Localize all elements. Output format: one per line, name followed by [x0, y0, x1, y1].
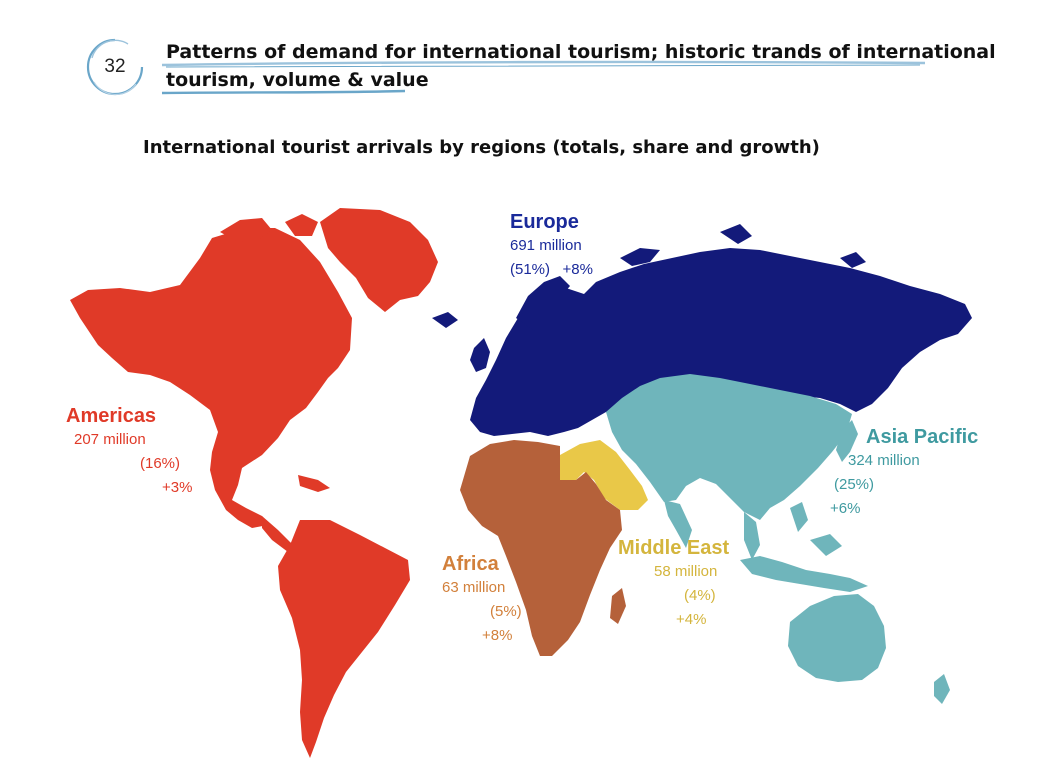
- region-americas: [70, 208, 438, 758]
- map-title: International tourist arrivals by region…: [143, 137, 820, 158]
- region-europe: [432, 224, 972, 436]
- americas-share: (16%): [140, 455, 181, 472]
- americas-name: Americas: [66, 405, 157, 427]
- asia-pacific-total: 324 million: [848, 452, 920, 469]
- page-number-badge: [86, 38, 144, 96]
- europe-share: (51%): [510, 261, 551, 278]
- asia-pacific-growth: +6%: [830, 500, 861, 517]
- region-asia-pacific: [606, 374, 950, 704]
- label-middle-east: Middle East 58 million (4%) +4%: [618, 537, 729, 632]
- europe-growth: +8%: [562, 261, 593, 278]
- europe-total: 691 million: [510, 237, 582, 254]
- africa-growth: +8%: [482, 627, 513, 644]
- americas-growth: +3%: [162, 479, 193, 496]
- middle-east-share: (4%): [684, 587, 716, 604]
- label-americas: Americas 207 million (16%) +3%: [66, 405, 192, 500]
- middle-east-name: Middle East: [618, 537, 730, 559]
- asia-pacific-share: (25%): [834, 476, 875, 493]
- label-asia-pacific: Asia Pacific 324 million (25%) +6%: [830, 426, 978, 521]
- africa-share: (5%): [490, 603, 522, 620]
- page-number: 32: [104, 56, 126, 77]
- page-title: Patterns of demand for international tou…: [166, 38, 996, 94]
- middle-east-growth: +4%: [676, 611, 707, 628]
- page-title-line-2: tourism, volume & value: [166, 69, 429, 91]
- europe-share-growth: (51%) +8%: [510, 258, 593, 282]
- africa-name: Africa: [442, 553, 499, 575]
- title-underline: [161, 60, 926, 95]
- americas-total: 207 million: [74, 431, 146, 448]
- africa-total: 63 million: [442, 579, 506, 596]
- middle-east-total: 58 million: [654, 563, 718, 580]
- region-middle-east: [560, 440, 648, 510]
- region-africa: [460, 440, 626, 656]
- europe-name: Europe: [510, 211, 579, 233]
- label-africa: Africa 63 million (5%) +8%: [442, 553, 522, 648]
- asia-pacific-name: Asia Pacific: [866, 426, 979, 448]
- page-title-line-1: Patterns of demand for international tou…: [166, 41, 996, 63]
- label-europe: Europe 691 million (51%) +8%: [510, 211, 593, 282]
